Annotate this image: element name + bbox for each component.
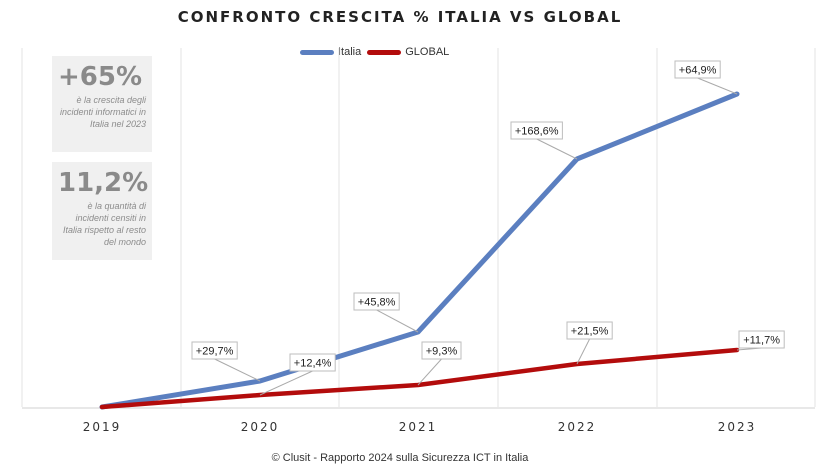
x-tick-label-2021: 2021	[399, 420, 438, 434]
data-label-text: +21,5%	[571, 326, 609, 338]
footer-credit: © Clusit - Rapporto 2024 sulla Sicurezza…	[271, 452, 529, 464]
infobox-share: 11,2% è la quantità di incidenti censiti…	[52, 162, 152, 260]
legend-swatch-global	[367, 49, 402, 55]
data-label-global-2020: +12,4%	[259, 353, 336, 396]
data-label-box	[738, 330, 785, 349]
infobox-growth-value: +65%	[58, 62, 143, 92]
data-label-text: +11,7%	[743, 335, 780, 347]
data-label-italia-2021: +45,8%	[353, 292, 419, 333]
data-label-text: +12,4%	[294, 358, 332, 370]
infobox-growth-caption: è la crescita degli incidenti informatic…	[59, 95, 146, 129]
legend-swatch-italia	[300, 49, 334, 55]
data-label-leader	[536, 138, 578, 160]
data-label-box	[289, 353, 336, 372]
data-label-box	[674, 60, 721, 79]
data-label-global-2023: +11,7%	[736, 330, 785, 351]
legend-label-italia: Italia	[338, 46, 362, 58]
data-label-box	[510, 121, 563, 140]
data-label-leader	[697, 77, 738, 95]
x-tick-label-2020: 2020	[241, 420, 280, 434]
data-label-box	[421, 341, 462, 360]
x-tick-label-2019: 2019	[83, 420, 122, 434]
legend-item-italia: Italia	[300, 46, 361, 58]
data-label-leader	[214, 358, 261, 382]
data-label-box	[353, 292, 400, 311]
data-label-box	[191, 341, 238, 360]
data-label-text: +9,3%	[426, 346, 458, 358]
data-label-global-2021: +9,3%	[417, 341, 462, 386]
data-label-text: +29,7%	[196, 346, 234, 358]
infobox-share-value: 11,2%	[58, 168, 149, 198]
data-label-italia-2022: +168,6%	[510, 121, 578, 160]
data-label-leader	[576, 338, 591, 365]
chart-legend: Italia GLOBAL	[300, 44, 449, 60]
data-label-box	[566, 321, 613, 340]
data-label-italia-2023: +64,9%	[674, 60, 738, 95]
legend-label-global: GLOBAL	[405, 46, 450, 58]
data-label-leader	[417, 358, 442, 386]
data-label-leader	[259, 370, 313, 396]
x-tick-label-2023: 2023	[718, 420, 757, 434]
data-label-italia-2020: +29,7%	[191, 341, 261, 382]
legend-item-global: GLOBAL	[367, 46, 449, 58]
data-label-text: +168,6%	[515, 126, 559, 138]
data-label-global-2022: +21,5%	[566, 321, 613, 365]
chart-title: CONFRONTO CRESCITA % ITALIA VS GLOBAL	[177, 8, 623, 26]
infobox-share-caption: è la quantità di incidenti censiti in It…	[62, 201, 146, 247]
infobox-growth: +65% è la crescita degli incidenti infor…	[52, 56, 152, 152]
data-label-text: +64,9%	[679, 65, 717, 77]
x-tick-label-2022: 2022	[558, 420, 597, 434]
data-label-text: +45,8%	[358, 297, 396, 309]
data-label-leader	[376, 309, 419, 333]
